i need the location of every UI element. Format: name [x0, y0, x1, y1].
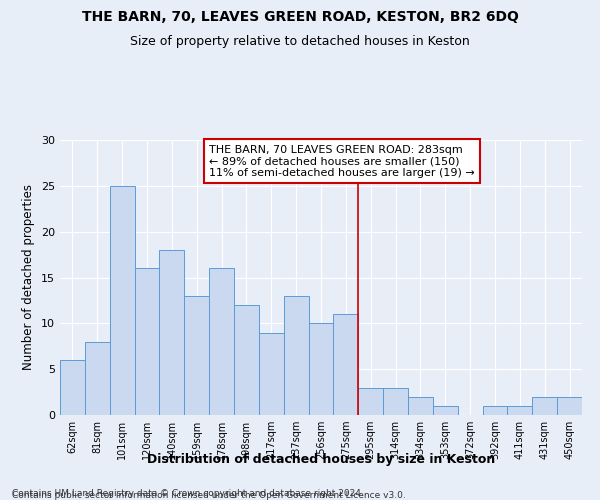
- Bar: [358, 388, 383, 415]
- Bar: [308, 324, 334, 415]
- Bar: [259, 332, 284, 415]
- Bar: [134, 268, 160, 415]
- Bar: [234, 305, 259, 415]
- Bar: [110, 186, 134, 415]
- Bar: [209, 268, 234, 415]
- Bar: [508, 406, 532, 415]
- Bar: [482, 406, 508, 415]
- Bar: [85, 342, 110, 415]
- Text: Contains HM Land Registry data © Crown copyright and database right 2024.: Contains HM Land Registry data © Crown c…: [12, 488, 364, 498]
- Bar: [184, 296, 209, 415]
- Bar: [160, 250, 184, 415]
- Text: Contains public sector information licensed under the Open Government Licence v3: Contains public sector information licen…: [12, 491, 406, 500]
- Y-axis label: Number of detached properties: Number of detached properties: [22, 184, 35, 370]
- Bar: [532, 396, 557, 415]
- Bar: [557, 396, 582, 415]
- Text: THE BARN, 70 LEAVES GREEN ROAD: 283sqm
← 89% of detached houses are smaller (150: THE BARN, 70 LEAVES GREEN ROAD: 283sqm ←…: [209, 144, 475, 178]
- Bar: [334, 314, 358, 415]
- Text: Distribution of detached houses by size in Keston: Distribution of detached houses by size …: [147, 452, 495, 466]
- Text: Size of property relative to detached houses in Keston: Size of property relative to detached ho…: [130, 35, 470, 48]
- Bar: [383, 388, 408, 415]
- Text: THE BARN, 70, LEAVES GREEN ROAD, KESTON, BR2 6DQ: THE BARN, 70, LEAVES GREEN ROAD, KESTON,…: [82, 10, 518, 24]
- Bar: [60, 360, 85, 415]
- Bar: [433, 406, 458, 415]
- Bar: [408, 396, 433, 415]
- Bar: [284, 296, 308, 415]
